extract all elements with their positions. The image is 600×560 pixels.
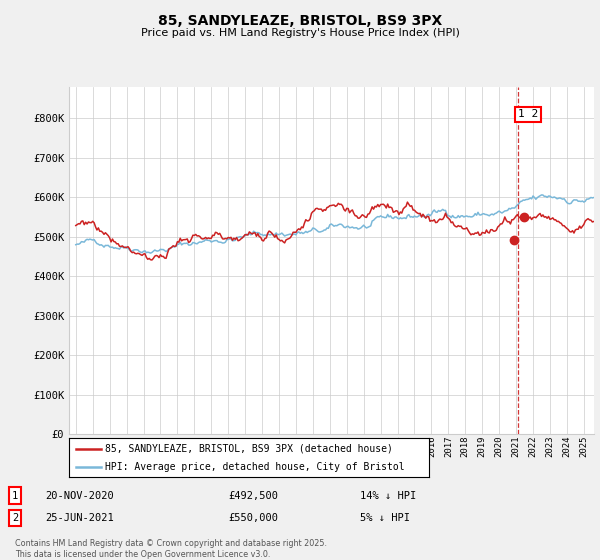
Text: 5% ↓ HPI: 5% ↓ HPI	[360, 513, 410, 523]
Text: £492,500: £492,500	[228, 491, 278, 501]
Text: 20-NOV-2020: 20-NOV-2020	[45, 491, 114, 501]
Text: Contains HM Land Registry data © Crown copyright and database right 2025.: Contains HM Land Registry data © Crown c…	[15, 539, 327, 548]
Text: £550,000: £550,000	[228, 513, 278, 523]
Text: 85, SANDYLEAZE, BRISTOL, BS9 3PX: 85, SANDYLEAZE, BRISTOL, BS9 3PX	[158, 14, 442, 28]
Text: 25-JUN-2021: 25-JUN-2021	[45, 513, 114, 523]
Text: 2: 2	[12, 513, 18, 523]
Text: Price paid vs. HM Land Registry's House Price Index (HPI): Price paid vs. HM Land Registry's House …	[140, 28, 460, 38]
Text: This data is licensed under the Open Government Licence v3.0.: This data is licensed under the Open Gov…	[15, 550, 271, 559]
Text: 1 2: 1 2	[518, 109, 538, 119]
Text: 1: 1	[12, 491, 18, 501]
Text: HPI: Average price, detached house, City of Bristol: HPI: Average price, detached house, City…	[105, 463, 404, 472]
Text: 14% ↓ HPI: 14% ↓ HPI	[360, 491, 416, 501]
Text: 85, SANDYLEAZE, BRISTOL, BS9 3PX (detached house): 85, SANDYLEAZE, BRISTOL, BS9 3PX (detach…	[105, 444, 393, 454]
